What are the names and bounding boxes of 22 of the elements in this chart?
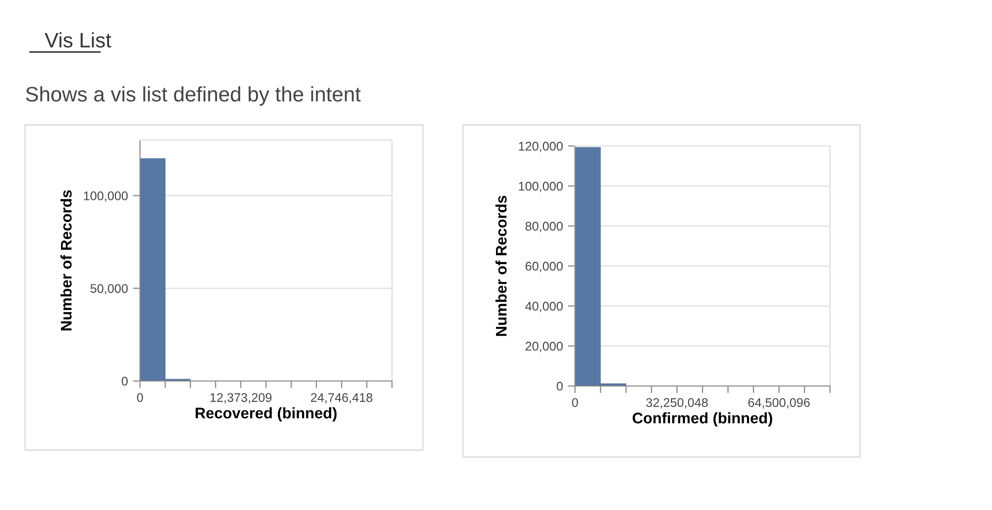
y-tick-label: 60,000 [526, 262, 563, 272]
y-tick-label: 0 [122, 376, 128, 386]
x-axis-title: Confirmed (binned) [632, 412, 772, 426]
x-axis-title: Recovered (binned) [196, 407, 337, 422]
y-tick-label: 100,000 [84, 191, 128, 202]
text: Shows a vis list defined by the intent [26, 86, 361, 106]
y-axis-title: Number of Records [495, 196, 507, 336]
x-tick-label: 12,373,209 [210, 393, 272, 404]
x-tick-label: 32,250,048 [646, 398, 708, 408]
y-tick-label: 40,000 [525, 302, 563, 312]
x-tick-label: 24,746,418 [310, 393, 372, 404]
y-tick-label: 20,000 [526, 342, 563, 352]
text: Vis List [44, 32, 112, 48]
y-axis-title: Number of Records [60, 190, 72, 330]
y-tick-label: 0 [556, 382, 563, 391]
y-tick-label: 80,000 [526, 222, 563, 232]
x-tick-label: 64,500,096 [748, 398, 810, 408]
x-tick-label: 0 [137, 393, 143, 402]
y-tick-label: 100,000 [518, 182, 563, 192]
y-tick-label: 120,000 [518, 142, 563, 152]
y-tick-label: 50,000 [90, 284, 128, 294]
x-tick-label: 0 [572, 398, 578, 407]
